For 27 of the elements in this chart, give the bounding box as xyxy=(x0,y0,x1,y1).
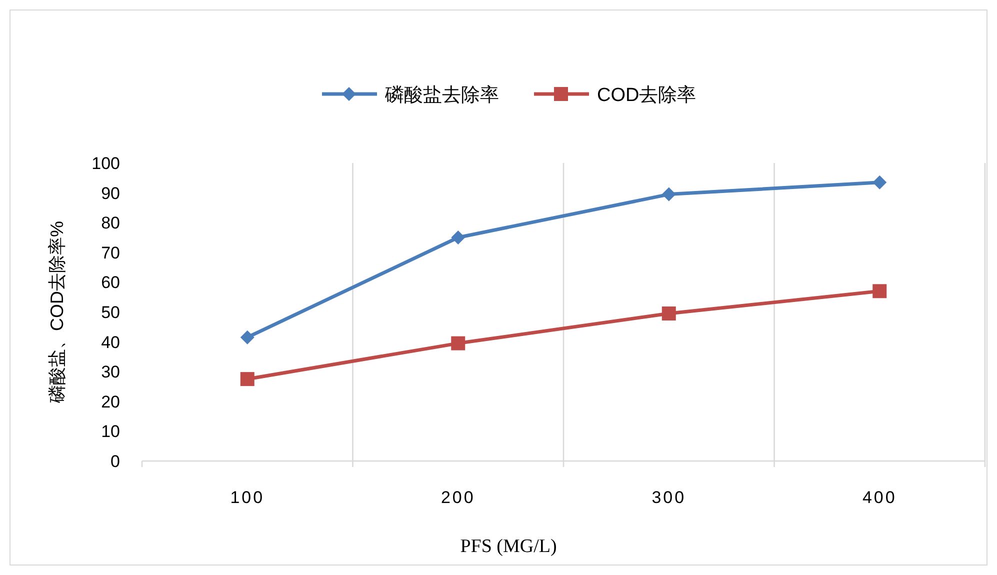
point xyxy=(662,187,676,202)
x-axis-title: PFS (MG/L) xyxy=(460,536,557,557)
x-tick-label: 200 xyxy=(440,488,476,507)
x-tick-label: 100 xyxy=(230,488,265,507)
point xyxy=(240,330,254,344)
y-axis-title: 磷酸盐、COD去除率% xyxy=(47,220,67,404)
x-tick-label: 400 xyxy=(862,488,897,507)
y-tick-label: 0 xyxy=(110,452,120,471)
y-tick-label: 90 xyxy=(101,184,120,203)
point xyxy=(662,306,676,320)
x-tick-label: 300 xyxy=(652,488,686,507)
point xyxy=(451,336,466,350)
point xyxy=(872,284,887,298)
y-tick-label: 40 xyxy=(101,332,120,352)
y-tick-label: 70 xyxy=(101,243,120,262)
legend-label: 磷酸盐去除率 xyxy=(384,84,499,106)
y-tick-label: 80 xyxy=(101,214,120,233)
y-tick-label: 100 xyxy=(92,154,120,173)
point xyxy=(872,175,887,190)
y-tick-label: 20 xyxy=(101,392,120,412)
point xyxy=(240,372,254,386)
point xyxy=(451,230,466,244)
legend-label: COD去除率 xyxy=(597,84,696,106)
y-tick-label: 50 xyxy=(101,303,120,322)
y-tick-label: 30 xyxy=(101,362,120,382)
y-tick-label: 10 xyxy=(101,422,120,442)
y-tick-label: 60 xyxy=(101,273,120,292)
